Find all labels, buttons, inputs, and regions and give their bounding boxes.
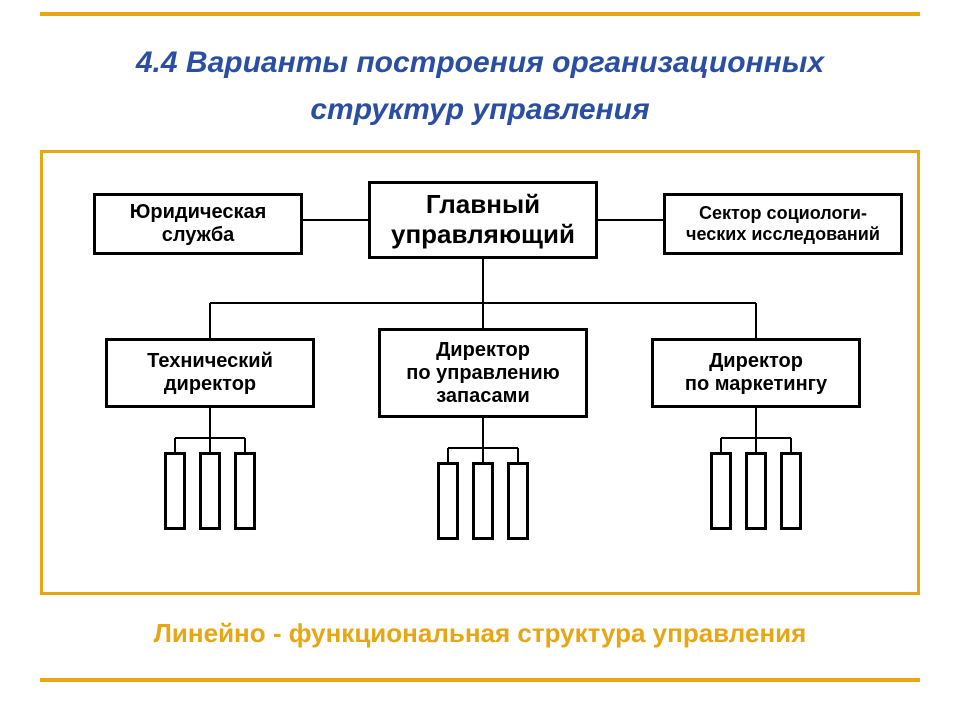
org-chart-frame: Главный управляющий Юридическая служба Сек…: [40, 150, 920, 595]
node-root: Главный управляющий: [368, 181, 598, 259]
node-socio: Сектор социологи- ческих исследований: [663, 193, 903, 255]
top-rule: [40, 12, 920, 16]
leaf-mkt-0: [710, 452, 732, 530]
leaf-tech-0: [164, 452, 186, 530]
diagram-caption: Линейно - функциональная структура управ…: [0, 618, 960, 649]
leaf-mkt-1: [745, 452, 767, 530]
slide-title: 4.4 Варианты построения организационных …: [0, 40, 960, 133]
bottom-rule: [40, 678, 920, 682]
leaf-mkt-2: [780, 452, 802, 530]
org-chart: Главный управляющий Юридическая служба Сек…: [43, 153, 917, 592]
slide: 4.4 Варианты построения организационных …: [0, 0, 960, 720]
node-mkt: Директор по маркетингу: [651, 338, 861, 408]
leaf-tech-1: [199, 452, 221, 530]
leaf-tech-2: [234, 452, 256, 530]
leaf-stock-1: [472, 462, 494, 540]
node-stock: Директор по управлению запасами: [378, 328, 588, 418]
node-legal: Юридическая служба: [93, 193, 303, 255]
node-tech: Технический директор: [105, 338, 315, 408]
leaf-stock-0: [437, 462, 459, 540]
leaf-stock-2: [507, 462, 529, 540]
